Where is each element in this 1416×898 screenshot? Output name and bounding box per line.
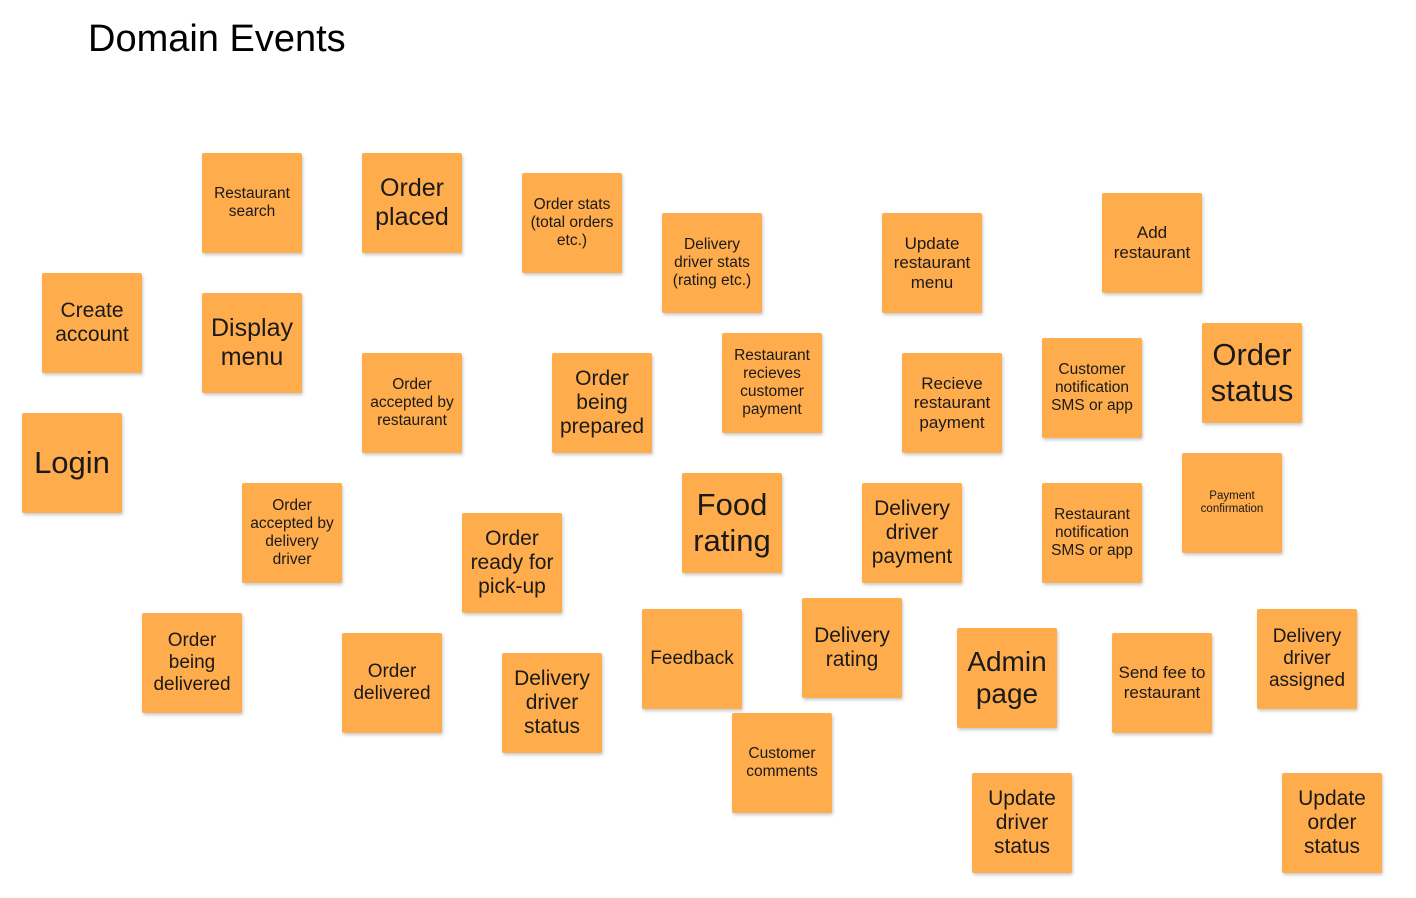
sticky-note-order-status[interactable]: Order status (1202, 323, 1302, 423)
sticky-note-display-menu[interactable]: Display menu (202, 293, 302, 393)
sticky-note-delivery-rating[interactable]: Delivery rating (802, 598, 902, 698)
sticky-note-order-delivered[interactable]: Order delivered (342, 633, 442, 733)
note-text: Customer notification SMS or app (1051, 361, 1133, 414)
sticky-note-delivery-driver-payment[interactable]: Delivery driver payment (862, 483, 962, 583)
sticky-note-feedback[interactable]: Feedback (642, 609, 742, 709)
sticky-note-payment-confirmation[interactable]: Payment confirmation (1182, 453, 1282, 553)
note-text: Update driver status (988, 786, 1056, 859)
note-text: Order accepted by delivery driver (250, 497, 334, 568)
sticky-note-create-account[interactable]: Create account (42, 273, 142, 373)
sticky-note-restaurant-notification[interactable]: Restaurant notification SMS or app (1042, 483, 1142, 583)
sticky-note-delivery-driver-status[interactable]: Delivery driver status (502, 653, 602, 753)
sticky-note-order-accepted-by-restaurant[interactable]: Order accepted by restaurant (362, 353, 462, 453)
note-text: Update order status (1298, 786, 1366, 859)
note-text: Admin page (967, 645, 1047, 709)
sticky-note-order-accepted-by-delivery-driver[interactable]: Order accepted by delivery driver (242, 483, 342, 583)
sticky-note-customer-notification[interactable]: Customer notification SMS or app (1042, 338, 1142, 438)
note-text: Feedback (650, 648, 734, 670)
note-text: Create account (55, 298, 129, 346)
sticky-note-delivery-driver-assigned[interactable]: Delivery driver assigned (1257, 609, 1357, 709)
note-text: Order accepted by restaurant (370, 376, 454, 429)
note-text: Restaurant recieves customer payment (734, 347, 810, 418)
board-title: Domain Events (88, 18, 346, 60)
sticky-note-restaurant-search[interactable]: Restaurant search (202, 153, 302, 253)
note-text: Order delivered (353, 661, 431, 704)
sticky-note-update-restaurant-menu[interactable]: Update restaurant menu (882, 213, 982, 313)
note-text: Delivery rating (814, 623, 890, 671)
note-text: Order ready for pick-up (470, 526, 554, 599)
note-text: Order status (1210, 337, 1294, 408)
note-text: Delivery driver status (514, 666, 590, 739)
sticky-note-update-driver-status[interactable]: Update driver status (972, 773, 1072, 873)
note-text: Send fee to restaurant (1118, 663, 1206, 702)
note-text: Order being delivered (153, 630, 231, 695)
sticky-note-order-stats[interactable]: Order stats (total orders etc.) (522, 173, 622, 273)
note-text: Add restaurant (1113, 223, 1191, 262)
sticky-note-recieve-restaurant-payment[interactable]: Recieve restaurant payment (902, 353, 1002, 453)
note-text: Order stats (total orders etc.) (530, 196, 614, 249)
note-text: Restaurant search (214, 185, 290, 220)
sticky-note-order-placed[interactable]: Order placed (362, 153, 462, 253)
sticky-note-add-restaurant[interactable]: Add restaurant (1102, 193, 1202, 293)
note-text: Display menu (211, 314, 293, 371)
note-text: Restaurant notification SMS or app (1051, 506, 1133, 559)
sticky-note-admin-page[interactable]: Admin page (957, 628, 1057, 728)
sticky-note-order-being-prepared[interactable]: Order being prepared (552, 353, 652, 453)
note-text: Payment confirmation (1200, 489, 1264, 515)
note-text: Recieve restaurant payment (913, 373, 991, 432)
note-text: Delivery driver assigned (1268, 626, 1346, 691)
note-text: Delivery driver stats (rating etc.) (672, 236, 752, 289)
sticky-note-send-fee-to-restaurant[interactable]: Send fee to restaurant (1112, 633, 1212, 733)
note-text: Customer comments (746, 745, 818, 780)
note-text: Food rating (693, 487, 771, 558)
note-text: Login (34, 445, 110, 481)
sticky-note-delivery-driver-stats[interactable]: Delivery driver stats (rating etc.) (662, 213, 762, 313)
note-text: Order placed (375, 174, 449, 231)
note-text: Update restaurant menu (893, 233, 971, 292)
sticky-note-restaurant-recieves-customer-payment[interactable]: Restaurant recieves customer payment (722, 333, 822, 433)
sticky-note-food-rating[interactable]: Food rating (682, 473, 782, 573)
sticky-note-order-being-delivered[interactable]: Order being delivered (142, 613, 242, 713)
sticky-note-login[interactable]: Login (22, 413, 122, 513)
sticky-note-customer-comments[interactable]: Customer comments (732, 713, 832, 813)
note-text: Order being prepared (559, 366, 645, 439)
note-text: Delivery driver payment (871, 496, 953, 569)
sticky-note-order-ready-for-pickup[interactable]: Order ready for pick-up (462, 513, 562, 613)
sticky-note-update-order-status[interactable]: Update order status (1282, 773, 1382, 873)
